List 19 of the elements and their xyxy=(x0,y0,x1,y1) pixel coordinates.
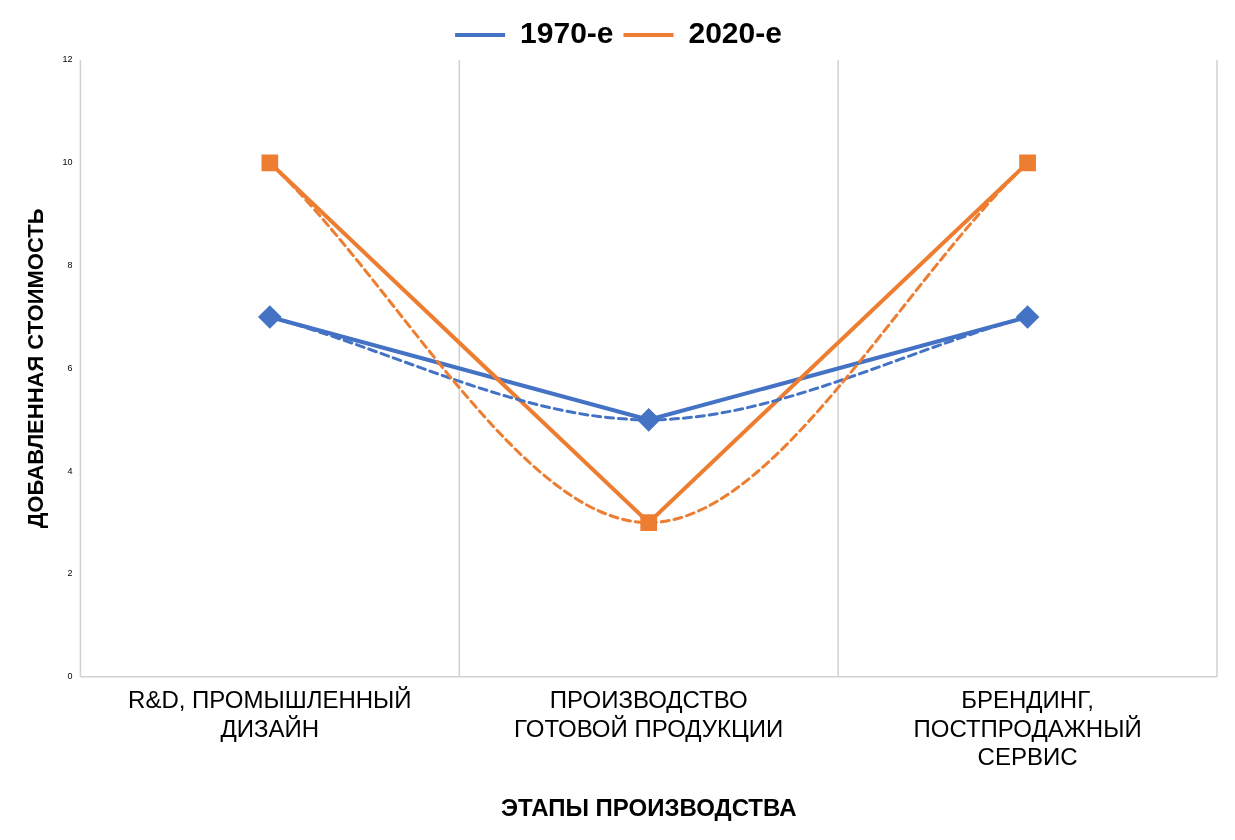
point xyxy=(261,154,279,172)
x-tick-label: R&D, ПРОМЫШЛЕННЫЙ ДИЗАЙН xyxy=(128,685,412,742)
point xyxy=(640,514,658,531)
y-tick-label: 10 xyxy=(62,157,73,168)
x-tick-label: ПРОИЗВОДСТВО ГОТОВОЙ ПРОДУКЦИИ xyxy=(514,685,784,742)
y-tick-label: 2 xyxy=(67,568,73,579)
y-tick-label: 6 xyxy=(67,362,73,373)
y-tick-label: 12 xyxy=(62,54,73,65)
y-axis-title: ДОБАВЛЕННАЯ СТОИМОСТЬ xyxy=(23,208,49,529)
y-tick-label: 0 xyxy=(67,671,73,682)
point xyxy=(1016,306,1039,328)
legend-label: 2020-е xyxy=(688,16,782,50)
point xyxy=(1019,154,1036,172)
x-axis-title: ЭТАПЫ ПРОИЗВОДСТВА xyxy=(500,794,797,822)
y-tick-label: 8 xyxy=(67,260,73,271)
point xyxy=(258,306,281,328)
legend-label: 1970-е xyxy=(520,16,614,50)
y-tick-label: 4 xyxy=(67,465,73,476)
x-tick-label: БРЕНДИНГ, ПОСТПРОДАЖНЫЙ СЕРВИС xyxy=(913,685,1142,771)
